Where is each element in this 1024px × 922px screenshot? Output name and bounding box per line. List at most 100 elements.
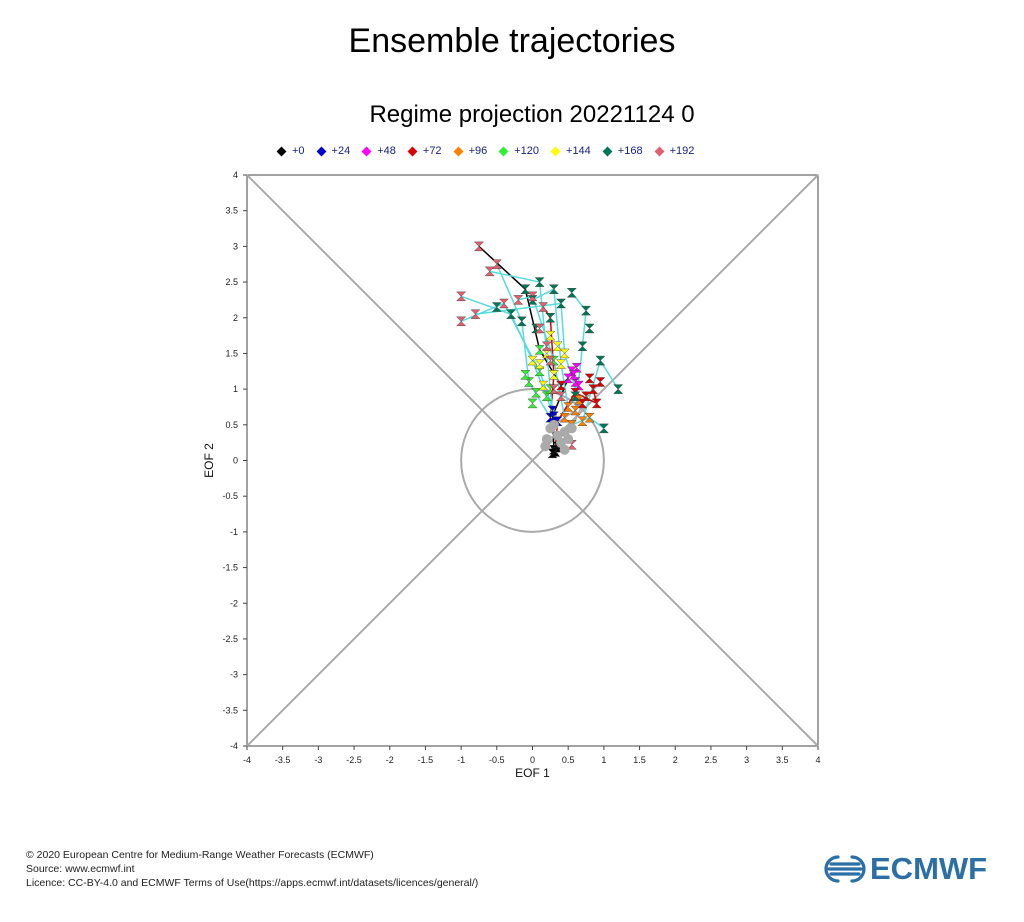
data-point: [577, 416, 588, 426]
legend-item: +192: [654, 145, 695, 157]
data-point: [548, 370, 559, 380]
x-tick-label: -4: [243, 755, 251, 765]
legend-label: +0: [292, 145, 305, 157]
analysis-point: [548, 419, 559, 430]
data-point: [456, 291, 467, 302]
legend-label: +96: [468, 145, 488, 157]
data-point: [548, 384, 559, 394]
data-point: [534, 345, 545, 355]
data-point: [527, 291, 538, 302]
footer-source: Source: www.ecmwf.int: [26, 863, 135, 875]
data-point: [523, 377, 534, 387]
data-point: [547, 405, 558, 416]
ecmwf-logo-icon: [824, 855, 866, 883]
x-axis-label: EOF 1: [515, 766, 550, 780]
y-tick-label: 2.5: [225, 277, 238, 287]
data-point: [559, 348, 570, 359]
y-tick-label: -3.5: [222, 705, 238, 715]
x-tick-label: 1.5: [633, 755, 646, 765]
data-point: [595, 355, 606, 366]
data-point: [473, 241, 484, 252]
data-point: [538, 302, 549, 312]
legend-item: +48: [361, 145, 396, 157]
data-point: [513, 295, 524, 305]
analysis-point: [563, 434, 574, 445]
data-point: [541, 341, 552, 351]
data-point: [548, 284, 559, 294]
trajectory-line: [460, 302, 559, 422]
y-tick-label: -4: [230, 741, 238, 751]
legend-item: +168: [602, 145, 643, 157]
y-tick-label: 2: [233, 313, 238, 323]
y-tick-label: 1: [233, 384, 238, 394]
ecmwf-logo: ECMWF: [824, 851, 987, 887]
data-point: [577, 341, 588, 351]
data-point: [588, 384, 599, 394]
x-tick-label: -1: [457, 755, 465, 765]
legend-label: +72: [422, 145, 442, 157]
data-point: [498, 298, 509, 309]
data-point: [570, 391, 581, 401]
data-point: [534, 277, 545, 287]
y-tick-label: -2: [230, 598, 238, 608]
x-tick-label: 0.5: [562, 755, 575, 765]
trajectory-line: [581, 358, 619, 422]
x-tick-label: -3.5: [275, 755, 291, 765]
y-tick-label: 3.5: [225, 206, 238, 216]
trajectory-line: [475, 302, 580, 401]
data-point: [545, 330, 556, 341]
data-point: [556, 391, 567, 401]
data-point: [591, 398, 602, 409]
x-tick-label: 3: [744, 755, 749, 765]
footer-copyright: © 2020 European Centre for Medium-Range …: [26, 849, 374, 861]
data-point: [568, 370, 579, 380]
x-tick-label: 0: [530, 755, 535, 765]
x-tick-label: -2.5: [346, 755, 362, 765]
ecmwf-logo-text: ECMWF: [870, 851, 988, 886]
legend-label: +168: [617, 145, 643, 157]
data-point: [598, 423, 609, 434]
data-point: [538, 380, 549, 391]
data-point: [584, 323, 595, 334]
data-point: [520, 370, 531, 380]
y-tick-label: 3: [233, 241, 238, 251]
data-point: [584, 373, 595, 384]
data-point: [559, 412, 570, 423]
legend-item: +144: [550, 145, 591, 157]
y-tick-label: -1: [230, 527, 238, 537]
legend-label: +120: [514, 145, 540, 157]
data-point: [534, 359, 545, 369]
x-tick-label: -0.5: [489, 755, 505, 765]
data-point: [547, 448, 558, 459]
legend-label: +192: [669, 145, 695, 157]
analysis-point: [566, 423, 577, 434]
y-tick-label: -1.5: [222, 563, 238, 573]
y-tick-label: 0: [233, 456, 238, 466]
data-point: [556, 298, 567, 309]
trajectory-line: [496, 263, 551, 419]
data-point: [566, 288, 577, 298]
data-point: [556, 380, 567, 391]
data-point: [516, 316, 527, 327]
data-point: [456, 316, 467, 327]
diagonal-line: [246, 174, 819, 747]
x-tick-label: -2: [386, 755, 394, 765]
trajectory-line: [489, 270, 554, 411]
data-point: [556, 359, 567, 369]
y-tick-label: 0.5: [225, 420, 238, 430]
data-point: [545, 355, 556, 366]
x-tick-label: 1: [601, 755, 606, 765]
y-tick-label: -2.5: [222, 634, 238, 644]
footer-licence: Licence: CC-BY-4.0 and ECMWF Terms of Us…: [26, 877, 479, 889]
legend-item: +0: [276, 145, 305, 157]
legend-label: +48: [377, 145, 396, 157]
data-point: [527, 398, 538, 409]
y-tick-label: -0.5: [222, 491, 238, 501]
trajectory-line: [532, 288, 569, 408]
x-tick-label: 4: [815, 755, 820, 765]
y-axis-label: EOF 2: [202, 443, 216, 478]
data-point: [531, 387, 542, 398]
data-point: [584, 412, 595, 423]
legend-label: +24: [331, 145, 351, 157]
x-tick-label: -1.5: [418, 755, 434, 765]
